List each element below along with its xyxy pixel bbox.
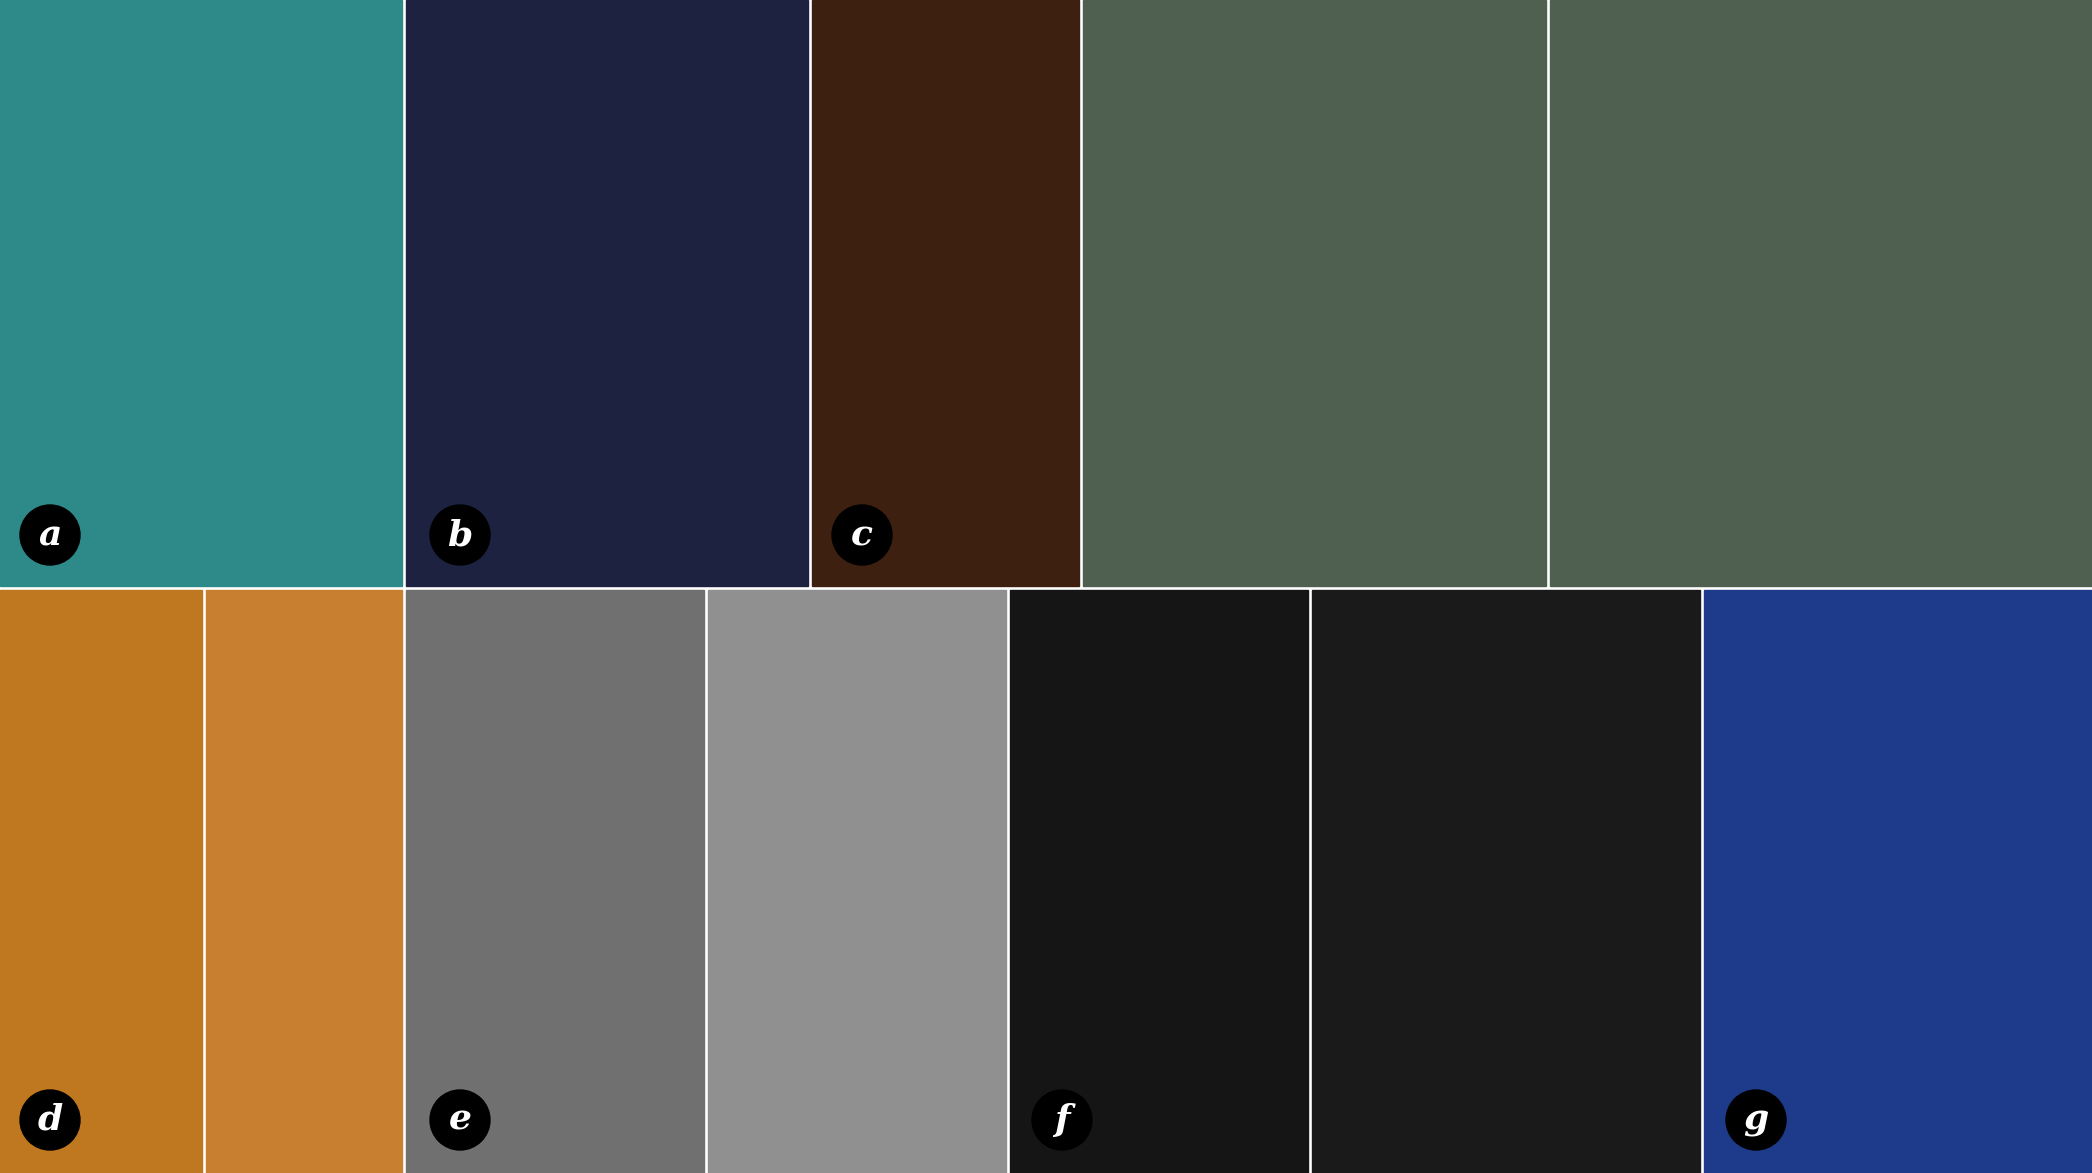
Circle shape [833, 506, 891, 565]
Bar [0, 0, 402, 586]
Bar [1312, 590, 1701, 1173]
Text: c: c [851, 518, 872, 552]
Circle shape [21, 506, 79, 565]
Bar [205, 590, 402, 1173]
Bar [1705, 590, 2092, 1173]
Text: a: a [38, 518, 61, 552]
Circle shape [431, 1090, 490, 1150]
Bar [0, 590, 203, 1173]
Bar [1010, 590, 1308, 1173]
Bar [1084, 0, 1546, 586]
Circle shape [21, 1090, 79, 1150]
Text: e: e [448, 1103, 471, 1137]
Text: f: f [1054, 1103, 1069, 1137]
Bar [406, 590, 705, 1173]
Text: g: g [1743, 1103, 1768, 1137]
Bar [812, 0, 1079, 586]
Bar [707, 590, 1006, 1173]
Text: d: d [38, 1103, 63, 1137]
Circle shape [1031, 1090, 1092, 1150]
Circle shape [431, 506, 490, 565]
Circle shape [1726, 1090, 1787, 1150]
Bar [406, 0, 808, 586]
Text: b: b [448, 518, 473, 552]
Bar [1550, 0, 2092, 586]
